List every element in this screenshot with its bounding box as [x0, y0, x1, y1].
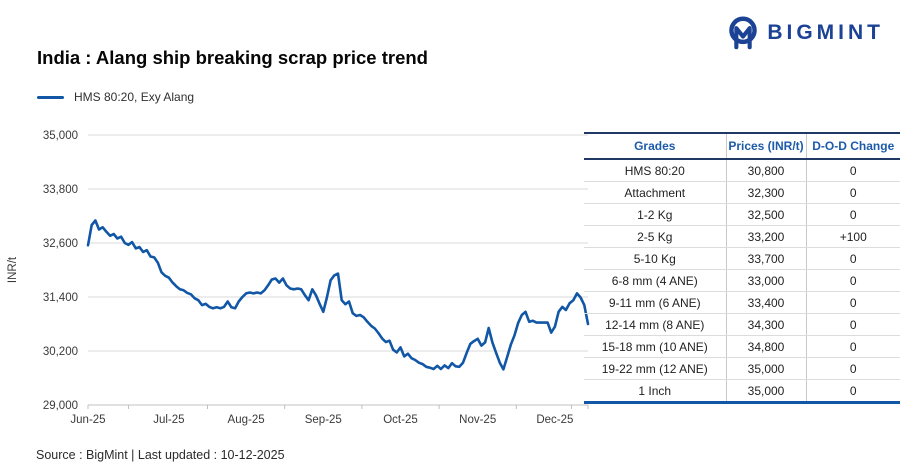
column-header-grades: Grades — [584, 133, 727, 160]
column-header-prices: Prices (INR/t) — [726, 133, 807, 160]
x-axis-tick-label: Nov-25 — [459, 414, 496, 426]
table-row: 1-2 Kg 32,500 0 — [584, 203, 900, 226]
change-cell: +100 — [806, 225, 900, 248]
page-title: India : Alang ship breaking scrap price … — [37, 47, 428, 68]
table-row: 2-5 Kg 33,200 +100 — [584, 225, 900, 248]
x-axis-tick-label: Dec-25 — [536, 414, 573, 426]
price-cell: 33,700 — [726, 247, 807, 270]
table-row: 19-22 mm (12 ANE) 35,000 0 — [584, 357, 900, 380]
grade-cell: 6-8 mm (4 ANE) — [584, 269, 727, 292]
table-row: 6-8 mm (4 ANE) 33,000 0 — [584, 269, 900, 292]
grade-cell: 5-10 Kg — [584, 247, 727, 270]
bigmint-logo-text: BIGMINT — [767, 21, 884, 44]
y-axis-tick-label: 33,800 — [43, 184, 78, 196]
y-axis-tick-label: 32,600 — [43, 238, 78, 250]
price-trend-chart-svg: 35,000 33,800 32,600 31,400 30,200 29,000 INR/… — [7, 130, 590, 426]
grade-cell: 19-22 mm (12 ANE) — [584, 357, 727, 380]
change-cell: 0 — [806, 159, 900, 182]
price-cell: 34,800 — [726, 335, 807, 358]
table-row: 5-10 Kg 33,700 0 — [584, 247, 900, 270]
change-cell: 0 — [806, 181, 900, 204]
y-axis-tick-label: 30,200 — [43, 346, 78, 358]
grade-cell: 9-11 mm (6 ANE) — [584, 291, 727, 314]
grade-cell: 15-18 mm (10 ANE) — [584, 335, 727, 358]
change-cell: 0 — [806, 269, 900, 292]
grade-cell: 1 Inch — [584, 379, 727, 403]
price-cell: 33,400 — [726, 291, 807, 314]
prices-table-head: Grades Prices (INR/t) D-O-D Change — [584, 133, 900, 160]
price-cell: 30,800 — [726, 159, 807, 182]
table-row: 9-11 mm (6 ANE) 33,400 0 — [584, 291, 900, 314]
prices-table-wrap: Grades Prices (INR/t) D-O-D Change HMS 80:… — [584, 132, 900, 404]
legend-line-swatch — [37, 95, 64, 99]
change-cell: 0 — [849, 383, 857, 398]
grade-cell: 1-2 Kg — [584, 203, 727, 226]
table-header-row: Grades Prices (INR/t) D-O-D Change — [584, 133, 900, 160]
x-axis-tick-label: Oct-25 — [383, 414, 418, 426]
grade-cell: 12-14 mm (8 ANE) — [584, 313, 727, 336]
y-axis-tick-label: 31,400 — [43, 292, 78, 304]
change-cell: 0 — [806, 203, 900, 226]
table-row: 15-18 mm (10 ANE) 34,800 0 — [584, 335, 900, 358]
price-cell: 34,300 — [726, 313, 807, 336]
y-axis-title: INR/t — [7, 256, 19, 283]
grade-cell: HMS 80:20 — [584, 159, 727, 182]
price-cell: 33,200 — [726, 225, 807, 248]
bigmint-owl-icon — [729, 16, 758, 50]
prices-table-body: HMS 80:20 30,800 0 Attachment 32,300 0 1-2 Kg 3… — [584, 159, 900, 403]
y-axis-tick-label: 35,000 — [43, 130, 78, 142]
column-header-dod-change: D-O-D Change — [806, 133, 900, 160]
chart-legend: HMS 80:20, Exy Alang — [37, 90, 194, 104]
table-row: 1 Inch 35,000 0 — [584, 379, 900, 403]
price-cell: 35,000 — [726, 379, 807, 403]
prices-table: Grades Prices (INR/t) D-O-D Change HMS 80:… — [584, 132, 900, 404]
change-cell: 0 — [806, 335, 900, 358]
price-cell: 33,000 — [726, 269, 807, 292]
x-axis-tick-label: Jul-25 — [153, 414, 184, 426]
change-cell: 0 — [806, 247, 900, 270]
change-cell: 0 — [806, 357, 900, 380]
table-row: Attachment 32,300 0 — [584, 181, 900, 204]
table-row: 12-14 mm (8 ANE) 34,300 0 — [584, 313, 900, 336]
price-cell: 32,300 — [726, 181, 807, 204]
grade-cell: Attachment — [584, 181, 727, 204]
change-cell: 0 — [806, 291, 900, 314]
legend-label: HMS 80:20, Exy Alang — [74, 90, 195, 104]
price-cell: 35,000 — [726, 357, 807, 380]
change-cell: 0 — [806, 313, 900, 336]
x-axis-tick-label: Sep-25 — [305, 414, 342, 426]
x-axis-tick-label: Jun-25 — [70, 414, 105, 426]
price-line-series — [86, 219, 590, 371]
bigmint-logo: BIGMINT — [727, 16, 884, 50]
x-axis-tick-label: Aug-25 — [228, 414, 265, 426]
table-row: HMS 80:20 30,800 0 — [584, 159, 900, 182]
price-cell: 32,500 — [726, 203, 807, 226]
source-note: Source : BigMint | Last updated : 10-12-… — [36, 448, 285, 462]
grade-cell: 2-5 Kg — [584, 225, 727, 248]
y-axis-tick-label: 29,000 — [43, 400, 78, 412]
